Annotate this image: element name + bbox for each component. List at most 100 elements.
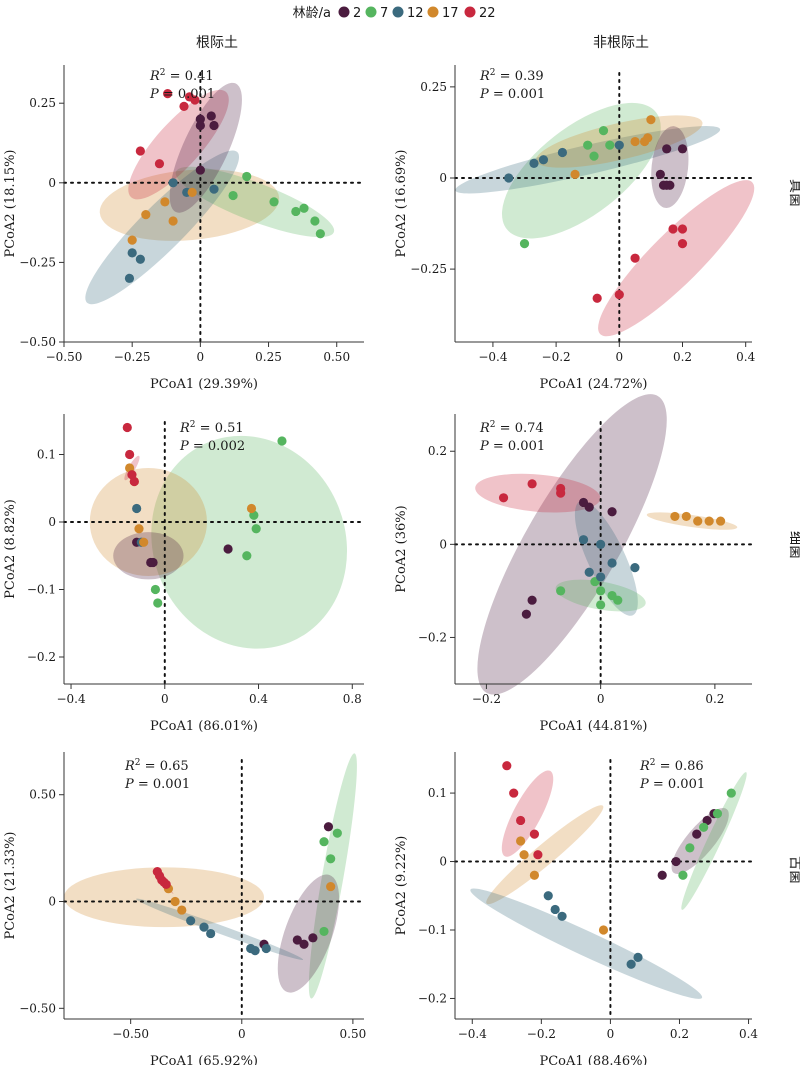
point-group-7 bbox=[332, 828, 342, 838]
point-group-7 bbox=[299, 203, 309, 213]
point-group-7 bbox=[685, 843, 695, 853]
point-group-7 bbox=[277, 436, 287, 446]
legend-label-12: 12 bbox=[407, 6, 424, 21]
ellipse-group-7 bbox=[681, 772, 747, 910]
y-tick-label: 0.25 bbox=[420, 80, 447, 94]
x-tick-label: −0.2 bbox=[542, 350, 571, 364]
legend-title: 林龄/a bbox=[293, 6, 331, 21]
point-group-7 bbox=[519, 238, 530, 249]
point-group-7 bbox=[726, 788, 736, 798]
x-tick-label: 0.2 bbox=[673, 350, 692, 364]
point-group-17 bbox=[187, 187, 197, 197]
point-group-7 bbox=[319, 926, 329, 937]
y-tick-label: 0 bbox=[48, 176, 56, 190]
point-group-2 bbox=[521, 609, 531, 619]
r2-label: R2 = 0.65 bbox=[124, 758, 189, 774]
point-group-12 bbox=[199, 922, 209, 932]
ellipse-group-12 bbox=[85, 150, 240, 305]
point-group-12 bbox=[614, 140, 624, 150]
legend: 林龄/a 2 7 12 17 22 bbox=[293, 6, 496, 21]
point-group-7 bbox=[605, 140, 615, 150]
point-group-2 bbox=[671, 856, 681, 867]
point-group-7 bbox=[315, 229, 325, 239]
point-group-22 bbox=[592, 293, 602, 303]
point-group-17 bbox=[326, 881, 336, 892]
point-group-22 bbox=[533, 850, 543, 860]
ellipse-group-12 bbox=[455, 126, 721, 194]
point-group-17 bbox=[643, 133, 653, 143]
point-group-7 bbox=[583, 140, 593, 150]
ellipse-group-7 bbox=[151, 435, 348, 649]
x-axis-label: PCoA1 (44.81%) bbox=[539, 719, 647, 734]
point-group-2 bbox=[148, 557, 158, 568]
point-group-2 bbox=[658, 180, 669, 190]
ellipse-group-12 bbox=[574, 500, 638, 616]
point-group-7 bbox=[228, 190, 238, 201]
x-tick-label: −0.50 bbox=[112, 1027, 149, 1041]
legend-label-22: 22 bbox=[479, 6, 496, 21]
point-group-12 bbox=[124, 273, 135, 283]
point-group-2 bbox=[323, 822, 334, 832]
p-value-label: P = 0.001 bbox=[124, 777, 190, 792]
point-group-2 bbox=[702, 815, 712, 826]
point-group-12 bbox=[132, 503, 142, 514]
panel-p6: −0.4 −0.2 0 0.2 0.4 −0.2 −0.1 0 0.1 PCoA1 (88.46%… bbox=[394, 752, 758, 1065]
x-tick-label: 0 bbox=[597, 692, 605, 706]
x-tick-label: −0.4 bbox=[56, 692, 86, 706]
point-group-12 bbox=[596, 572, 606, 582]
x-tick-label: 0 bbox=[607, 1027, 615, 1041]
point-group-17 bbox=[170, 896, 180, 907]
ellipse-group-17 bbox=[486, 805, 604, 905]
p-value-label: P = 0.002 bbox=[179, 439, 245, 454]
point-group-12 bbox=[127, 248, 137, 258]
y-tick-label: −0.50 bbox=[19, 335, 56, 349]
ellipse-group-2 bbox=[113, 532, 184, 580]
point-group-7 bbox=[242, 551, 252, 561]
y-tick-label: −0.1 bbox=[418, 923, 447, 937]
point-group-12 bbox=[261, 943, 271, 954]
x-tick-label: 0.8 bbox=[343, 692, 362, 706]
point-group-12 bbox=[557, 911, 567, 921]
point-group-2 bbox=[195, 120, 205, 131]
point-group-2 bbox=[308, 933, 318, 943]
x-tick-label: 0 bbox=[238, 1027, 246, 1041]
x-axis-label: PCoA1 (29.39%) bbox=[150, 377, 258, 392]
point-group-12 bbox=[557, 147, 568, 158]
p-value-label: P = 0.001 bbox=[479, 439, 545, 454]
y-tick-label: 0.2 bbox=[428, 444, 447, 458]
point-group-12 bbox=[186, 916, 196, 926]
point-group-12 bbox=[529, 158, 539, 169]
point-group-2 bbox=[584, 502, 594, 512]
x-tick-label: −0.50 bbox=[46, 350, 83, 364]
legend-label-7: 7 bbox=[380, 6, 388, 21]
y-tick-label: −0.25 bbox=[19, 255, 56, 269]
point-group-17 bbox=[177, 905, 187, 915]
x-tick-label: −0.2 bbox=[527, 1027, 556, 1041]
y-tick-label: 0 bbox=[48, 895, 56, 909]
point-group-22 bbox=[677, 238, 688, 249]
x-tick-label: −0.25 bbox=[114, 350, 151, 364]
panel-p4: −0.2 0 0.2 −0.2 0 0.2 PCoA1 (44.81%) PCoA2 (36%… bbox=[394, 394, 753, 734]
point-group-22 bbox=[668, 224, 678, 234]
panel-p3: −0.4 0 0.4 0.8 −0.2 −0.1 0 0.1 PCoA1 (86.01%) PCo… bbox=[3, 414, 365, 734]
point-group-17 bbox=[704, 516, 714, 526]
y-tick-label: 0.1 bbox=[428, 786, 447, 800]
point-group-2 bbox=[677, 144, 688, 154]
y-axis-label: PCoA2 (9.22%) bbox=[394, 836, 409, 936]
point-group-2 bbox=[206, 111, 216, 121]
point-group-7 bbox=[598, 126, 609, 136]
y-axis-label: PCoA2 (16.69%) bbox=[394, 149, 409, 257]
y-tick-label: −0.1 bbox=[27, 583, 56, 597]
point-group-7 bbox=[596, 600, 606, 610]
p-value-label: P = 0.001 bbox=[479, 87, 545, 102]
point-group-7 bbox=[613, 595, 623, 605]
point-group-7 bbox=[596, 586, 606, 596]
point-group-7 bbox=[589, 151, 599, 161]
x-tick-label: 0.50 bbox=[323, 350, 350, 364]
ellipse-group-22 bbox=[598, 180, 755, 337]
ellipse-group-12 bbox=[470, 888, 703, 999]
p-value-label: P = 0.001 bbox=[149, 87, 215, 102]
ellipse-group-7 bbox=[555, 579, 646, 612]
ellipse-group-7 bbox=[175, 166, 335, 238]
point-group-12 bbox=[504, 173, 514, 183]
